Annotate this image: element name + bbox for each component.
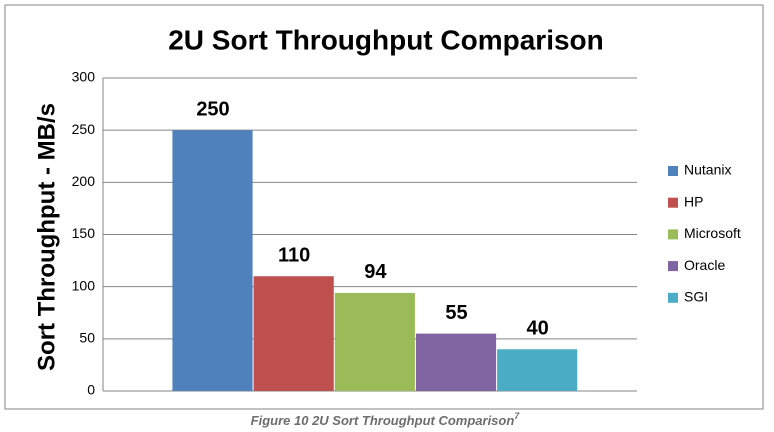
bar	[415, 333, 497, 391]
caption: Figure 10 2U Sort Throughput Comparison7	[251, 411, 521, 428]
data-label: 40	[527, 318, 549, 340]
caption-text: Figure 10 2U Sort Throughput Comparison	[251, 413, 515, 428]
legend-label: Microsoft	[684, 225, 741, 241]
y-tick-label: 250	[72, 121, 96, 137]
bar	[334, 292, 415, 391]
legend-swatch	[668, 229, 678, 240]
y-tick-label: 0	[87, 382, 95, 398]
y-tick-label: 150	[72, 225, 96, 241]
legend-label: Nutanix	[684, 162, 731, 178]
y-tick-label: 300	[72, 69, 96, 85]
bar	[497, 349, 578, 391]
legend-swatch	[668, 197, 678, 208]
y-tick-label: 50	[79, 330, 95, 346]
legend-label: HP	[684, 193, 703, 209]
legend-label: Oracle	[684, 257, 725, 273]
chart-title: 2U Sort Throughput Comparison	[168, 24, 604, 55]
y-tick-label: 200	[72, 173, 96, 189]
data-label: 250	[196, 98, 229, 120]
y-tick-label: 100	[72, 277, 96, 293]
legend-swatch	[668, 261, 678, 272]
data-label: 110	[278, 245, 310, 267]
bar	[253, 276, 334, 391]
legend-swatch	[668, 166, 678, 176]
data-label: 94	[364, 261, 387, 283]
legend-label: SGI	[684, 289, 708, 305]
legend-swatch	[668, 292, 678, 303]
caption-superscript: 7	[514, 411, 520, 421]
data-label: 55	[445, 302, 467, 324]
y-axis-title: Sort Throughput - MB/s	[33, 103, 60, 371]
bar	[172, 130, 253, 391]
